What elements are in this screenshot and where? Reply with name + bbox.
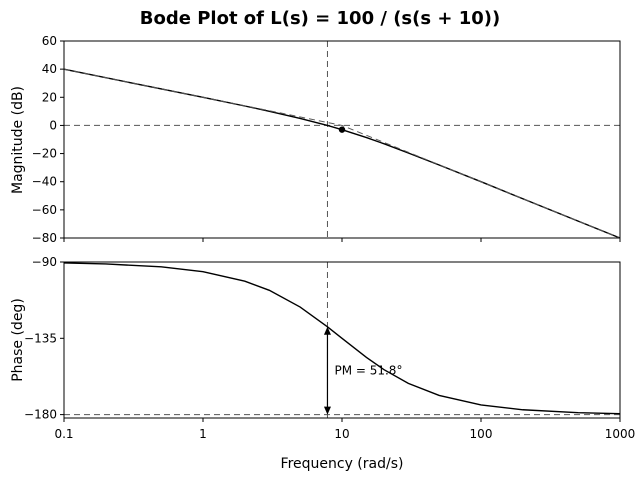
magnitude-y-axis-label: Magnitude (dB) <box>10 86 26 194</box>
phase-y-axis-label: Phase (deg) <box>10 298 26 382</box>
magnitude-panel: 60 40 20 0 −20 −40 −60 −80 <box>32 34 621 245</box>
magnitude-y-tick-label: 20 <box>42 90 57 104</box>
magnitude-y-tick-label: −60 <box>32 203 57 217</box>
magnitude-y-tick-label: −80 <box>32 231 57 245</box>
phase-y-tick-label: −90 <box>32 255 57 269</box>
x-axis-label: Frequency (rad/s) <box>281 456 404 472</box>
magnitude-y-tick-label: −20 <box>32 147 57 161</box>
phase-axes-frame <box>63 261 621 419</box>
phase-margin-label: PM = 51.8° <box>334 364 402 378</box>
x-tick-label: 10 <box>334 427 349 441</box>
x-tick-label: 0.1 <box>54 427 73 441</box>
magnitude-y-tick-label: −40 <box>32 175 57 189</box>
x-tick-label: 1000 <box>605 427 636 441</box>
phase-panel: −90 −135 −180 PM = 51.8° <box>24 255 621 422</box>
x-tick-label: 1 <box>199 427 207 441</box>
chart-title: Bode Plot of L(s) = 100 / (s(s + 10)) <box>140 8 500 29</box>
magnitude-y-tick-label: 0 <box>49 118 57 132</box>
magnitude-axes-frame <box>63 40 621 239</box>
phase-margin-arrow-head-bottom <box>323 406 331 415</box>
x-tick-label: 100 <box>470 427 493 441</box>
magnitude-asymptote-line <box>63 68 621 239</box>
phase-response-line <box>63 262 621 415</box>
magnitude-y-tick-label: 60 <box>42 34 57 48</box>
magnitude-marker-point <box>338 126 346 133</box>
phase-y-tick-label: −135 <box>24 331 57 345</box>
phase-y-tick-label: −180 <box>24 408 57 422</box>
magnitude-response-line <box>63 68 621 239</box>
magnitude-y-tick-label: 40 <box>42 62 57 76</box>
phase-margin-arrow-head-top <box>323 326 331 335</box>
